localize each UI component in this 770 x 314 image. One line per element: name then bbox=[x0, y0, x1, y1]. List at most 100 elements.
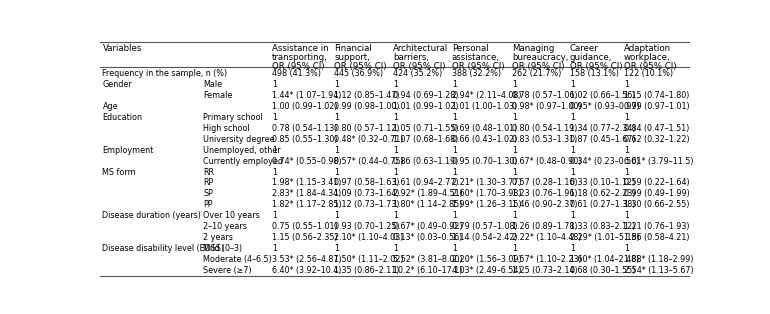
Text: 1: 1 bbox=[624, 113, 629, 122]
Text: 1: 1 bbox=[334, 244, 339, 253]
Text: transporting,: transporting, bbox=[272, 53, 328, 62]
Text: 0.68 (0.30–1.55): 0.68 (0.30–1.55) bbox=[570, 266, 635, 275]
Text: 1: 1 bbox=[272, 211, 277, 220]
Text: High school: High school bbox=[203, 124, 249, 133]
Text: 0.78 (0.54–1.13): 0.78 (0.54–1.13) bbox=[272, 124, 337, 133]
Text: 1: 1 bbox=[512, 113, 517, 122]
Text: Architectural: Architectural bbox=[393, 44, 448, 53]
Text: 1: 1 bbox=[624, 211, 629, 220]
Text: 1.26 (0.89–1.78): 1.26 (0.89–1.78) bbox=[512, 222, 578, 231]
Text: 0.33 (0.10–1.12): 0.33 (0.10–1.12) bbox=[570, 178, 635, 187]
Text: 1.61 (0.94–2.77): 1.61 (0.94–2.77) bbox=[393, 178, 459, 187]
Text: Currently employed: Currently employed bbox=[203, 157, 283, 166]
Text: 0.85 (0.55–1.30): 0.85 (0.55–1.30) bbox=[272, 135, 338, 144]
Text: 1: 1 bbox=[393, 244, 398, 253]
Text: RR: RR bbox=[203, 168, 214, 176]
Text: Unemployed, other: Unemployed, other bbox=[203, 146, 281, 155]
Text: 1: 1 bbox=[272, 244, 277, 253]
Text: 0.84 (0.47–1.51): 0.84 (0.47–1.51) bbox=[624, 124, 689, 133]
Text: support,: support, bbox=[334, 53, 370, 62]
Text: Severe (≥7): Severe (≥7) bbox=[203, 266, 252, 275]
Text: Age: Age bbox=[102, 102, 118, 111]
Text: 0.62 (0.32–1.22): 0.62 (0.32–1.22) bbox=[624, 135, 690, 144]
Text: 122 (10.1%): 122 (10.1%) bbox=[624, 69, 673, 78]
Text: 1.12 (0.85–1.47): 1.12 (0.85–1.47) bbox=[334, 91, 400, 100]
Text: bureaucracy,: bureaucracy, bbox=[512, 53, 569, 62]
Text: Employment: Employment bbox=[102, 146, 154, 155]
Text: 4.03* (2.49–6.54): 4.03* (2.49–6.54) bbox=[452, 266, 521, 275]
Text: 0.66 (0.43–1.02): 0.66 (0.43–1.02) bbox=[452, 135, 517, 144]
Text: 1.98* (1.15–3.41): 1.98* (1.15–3.41) bbox=[272, 178, 342, 187]
Text: Financial: Financial bbox=[334, 44, 372, 53]
Text: 0.75 (0.55–1.01): 0.75 (0.55–1.01) bbox=[272, 222, 338, 231]
Text: 1.60* (1.04–2.48): 1.60* (1.04–2.48) bbox=[570, 255, 639, 264]
Text: 1: 1 bbox=[452, 211, 457, 220]
Text: 1: 1 bbox=[393, 80, 398, 89]
Text: Disease disability level (EDSS): Disease disability level (EDSS) bbox=[102, 244, 225, 253]
Text: 1: 1 bbox=[570, 146, 574, 155]
Text: Over 10 years: Over 10 years bbox=[203, 211, 260, 220]
Text: barriers,: barriers, bbox=[393, 53, 429, 62]
Text: 3.53* (2.56–4.87): 3.53* (2.56–4.87) bbox=[272, 255, 342, 264]
Text: 2.20* (1.56–3.09): 2.20* (1.56–3.09) bbox=[452, 255, 521, 264]
Text: 1.82* (1.17–2.85): 1.82* (1.17–2.85) bbox=[272, 200, 342, 209]
Text: 0.98* (0.97–1.00): 0.98* (0.97–1.00) bbox=[512, 102, 582, 111]
Text: 388 (32.2%): 388 (32.2%) bbox=[452, 69, 501, 78]
Text: 1.57* (1.10–2.23): 1.57* (1.10–2.23) bbox=[512, 255, 582, 264]
Text: 2–10 years: 2–10 years bbox=[203, 222, 247, 231]
Text: MS form: MS form bbox=[102, 168, 136, 176]
Text: 2.60* (1.70–3.98): 2.60* (1.70–3.98) bbox=[452, 189, 521, 198]
Text: Personal: Personal bbox=[452, 44, 489, 53]
Text: 1: 1 bbox=[272, 80, 277, 89]
Text: 1.33 (0.83–2.12): 1.33 (0.83–2.12) bbox=[570, 222, 635, 231]
Text: 2.94* (2.11–4.08): 2.94* (2.11–4.08) bbox=[452, 91, 521, 100]
Text: 0.94 (0.69–1.28): 0.94 (0.69–1.28) bbox=[393, 91, 459, 100]
Text: Managing: Managing bbox=[512, 44, 555, 53]
Text: Mild (0–3): Mild (0–3) bbox=[203, 244, 243, 253]
Text: 0.99 (0.98–1.00): 0.99 (0.98–1.00) bbox=[334, 102, 400, 111]
Text: 1: 1 bbox=[570, 113, 574, 122]
Text: 0.61 (0.27–1.38): 0.61 (0.27–1.38) bbox=[570, 200, 635, 209]
Text: SP: SP bbox=[203, 189, 213, 198]
Text: 1.01 (0.99–1.02): 1.01 (0.99–1.02) bbox=[393, 102, 459, 111]
Text: 1: 1 bbox=[334, 146, 339, 155]
Text: 1.05 (0.71–1.55): 1.05 (0.71–1.55) bbox=[393, 124, 459, 133]
Text: 1: 1 bbox=[452, 113, 457, 122]
Text: 1.01 (1.00–1.03): 1.01 (1.00–1.03) bbox=[452, 102, 517, 111]
Text: 0.69 (0.48–1.01): 0.69 (0.48–1.01) bbox=[452, 124, 517, 133]
Text: 1.35 (0.86–2.11): 1.35 (0.86–2.11) bbox=[334, 266, 400, 275]
Text: Moderate (4–6.5): Moderate (4–6.5) bbox=[203, 255, 272, 264]
Text: 1.09 (0.73–1.64): 1.09 (0.73–1.64) bbox=[334, 189, 400, 198]
Text: 0.99 (0.97–1.01): 0.99 (0.97–1.01) bbox=[624, 102, 690, 111]
Text: OR (95% CI): OR (95% CI) bbox=[334, 62, 387, 71]
Text: University degree: University degree bbox=[203, 135, 275, 144]
Text: Female: Female bbox=[203, 91, 233, 100]
Text: 1: 1 bbox=[624, 146, 629, 155]
Text: 1: 1 bbox=[570, 80, 574, 89]
Text: 1.56 (0.58–4.21): 1.56 (0.58–4.21) bbox=[624, 233, 689, 242]
Text: 0.95 (0.70–1.30): 0.95 (0.70–1.30) bbox=[452, 157, 517, 166]
Text: 1: 1 bbox=[272, 113, 277, 122]
Text: 1: 1 bbox=[334, 211, 339, 220]
Text: 158 (13.1%): 158 (13.1%) bbox=[570, 69, 619, 78]
Text: Education: Education bbox=[102, 113, 142, 122]
Text: 1.25 (0.73–2.14): 1.25 (0.73–2.14) bbox=[512, 266, 578, 275]
Text: 0.34* (0.23–0.50): 0.34* (0.23–0.50) bbox=[570, 157, 639, 166]
Text: 1: 1 bbox=[570, 211, 574, 220]
Text: 0.48* (0.32–0.71): 0.48* (0.32–0.71) bbox=[334, 135, 403, 144]
Text: 6.61* (3.79–11.5): 6.61* (3.79–11.5) bbox=[624, 157, 694, 166]
Text: 0.87 (0.45–1.67): 0.87 (0.45–1.67) bbox=[570, 135, 635, 144]
Text: 0.78 (0.57–1.06): 0.78 (0.57–1.06) bbox=[512, 91, 578, 100]
Text: 1: 1 bbox=[393, 146, 398, 155]
Text: 1: 1 bbox=[624, 244, 629, 253]
Text: 1: 1 bbox=[334, 113, 339, 122]
Text: 1: 1 bbox=[624, 80, 629, 89]
Text: 1.23 (0.76–1.96): 1.23 (0.76–1.96) bbox=[512, 189, 578, 198]
Text: 1.02 (0.66–1.56): 1.02 (0.66–1.56) bbox=[570, 91, 635, 100]
Text: 0.83 (0.53–1.31): 0.83 (0.53–1.31) bbox=[512, 135, 578, 144]
Text: 1.21 (0.76–1.93): 1.21 (0.76–1.93) bbox=[624, 222, 689, 231]
Text: 1.18 (0.62–2.23): 1.18 (0.62–2.23) bbox=[570, 189, 635, 198]
Text: 1.44* (1.07–1.94): 1.44* (1.07–1.94) bbox=[272, 91, 342, 100]
Text: 0.79 (0.57–1.08): 0.79 (0.57–1.08) bbox=[452, 222, 517, 231]
Text: 1.30 (0.66–2.55): 1.30 (0.66–2.55) bbox=[624, 200, 689, 209]
